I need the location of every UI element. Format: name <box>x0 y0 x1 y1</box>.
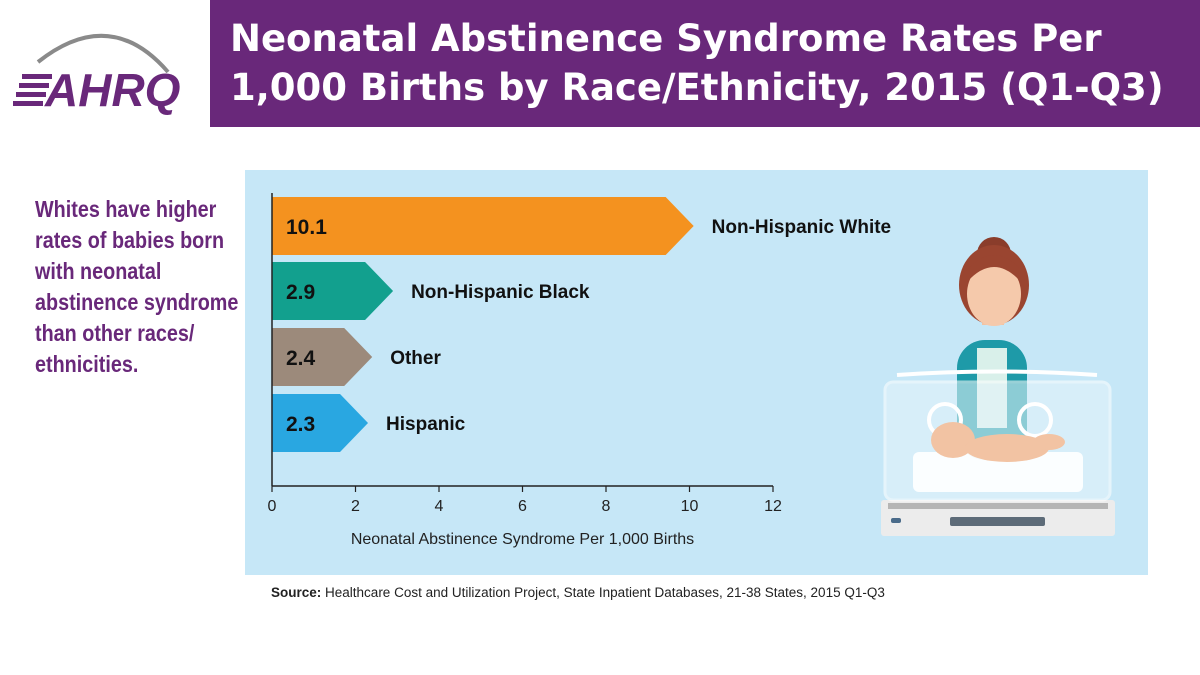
x-tick-label: 8 <box>602 498 611 515</box>
x-tick-label: 0 <box>268 498 277 515</box>
title-bar: Neonatal Abstinence Syndrome Rates Per 1… <box>210 0 1200 127</box>
ahrq-logo-graphic: AHRQ <box>13 33 181 116</box>
bar-category-label: Non-Hispanic Black <box>411 282 590 303</box>
bar-non-hispanic-white <box>272 197 694 255</box>
x-tick-label: 4 <box>435 498 444 515</box>
bar-hispanic <box>272 394 369 452</box>
bar-category-label: Hispanic <box>386 414 466 435</box>
source-label: Source: <box>271 585 322 600</box>
bar-value-label: 2.9 <box>286 281 315 304</box>
bar-other <box>272 328 373 386</box>
bar-value-label: 10.1 <box>286 216 327 239</box>
bar-category-label: Other <box>390 348 441 369</box>
bar-value-label: 2.4 <box>286 347 316 370</box>
bar-chart: 10.1 Non-Hispanic White 2.9 Non-Hispanic Bl… <box>268 193 1115 548</box>
x-tick-label: 10 <box>681 498 699 515</box>
nurse-incubator-illustration <box>881 237 1115 536</box>
page-title: Neonatal Abstinence Syndrome Rates Per 1… <box>230 17 1164 109</box>
source-text: Healthcare Cost and Utilization Project,… <box>325 585 885 600</box>
x-tick-label: 6 <box>518 498 527 515</box>
x-axis-title: Neonatal Abstinence Syndrome Per 1,000 B… <box>351 531 694 548</box>
source-note: Source: Healthcare Cost and Utilization … <box>271 585 885 600</box>
logo-wordmark: AHRQ <box>44 64 181 116</box>
bar-category-label: Non-Hispanic White <box>712 217 891 238</box>
bar-value-label: 2.3 <box>286 413 315 436</box>
chart-panel: 10.1 Non-Hispanic White 2.9 Non-Hispanic Bl… <box>245 170 1148 575</box>
bar-non-hispanic-black <box>272 262 394 320</box>
x-tick-label: 12 <box>764 498 782 515</box>
ahrq-logo: AHRQ <box>0 0 210 127</box>
takeaway-text: Whites have higher rates of babies born … <box>35 196 239 377</box>
x-tick-label: 2 <box>351 498 360 515</box>
